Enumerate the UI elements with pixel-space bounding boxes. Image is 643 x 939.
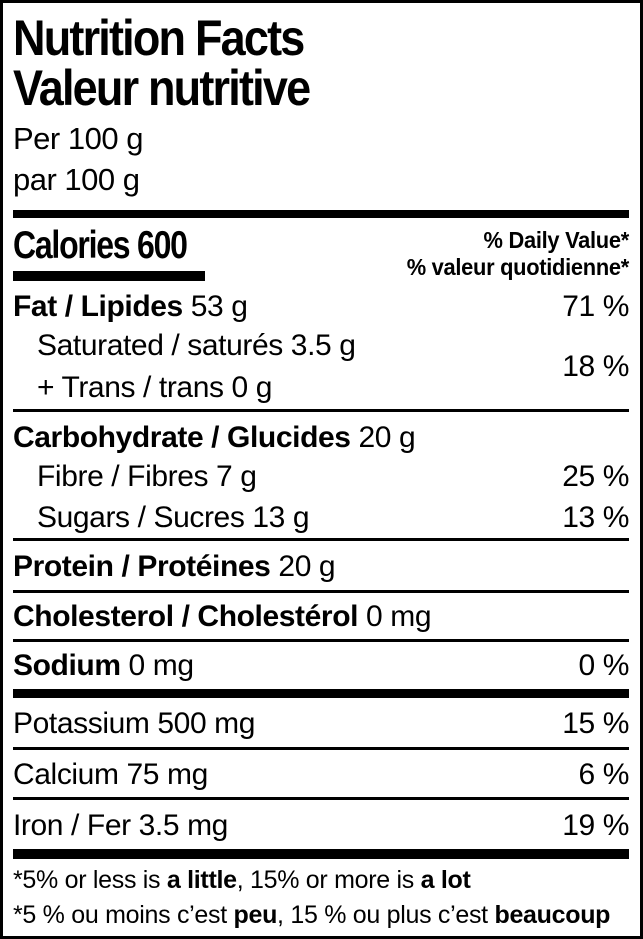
carbohydrate-amount: 20 g: [358, 421, 416, 454]
divider-thick-bottom: [13, 849, 629, 859]
footnote-fr-part2: , 15 % ou plus c’est: [277, 901, 495, 929]
carbohydrate-label: Carbohydrate / Glucides: [13, 421, 351, 454]
fat-amount: 53 g: [190, 290, 248, 323]
row-calcium: Calcium 75 mg 6 %: [13, 750, 629, 797]
serving-size-en: Per 100 g: [13, 121, 143, 156]
daily-value-header-en: % Daily Value*: [483, 227, 630, 253]
calcium-daily-value: 6 %: [578, 758, 630, 791]
fibre-label: Fibre / Fibres 7 g: [37, 460, 257, 493]
footnote-fr: *5 % ou moins c’est peu, 15 % ou plus c’…: [13, 898, 629, 933]
saturated-trans-lines: Saturated / saturés 3.5 g + Trans / tran…: [13, 325, 356, 409]
potassium-daily-value: 15 %: [562, 707, 629, 740]
saturated-trans-daily-value: 18 %: [562, 350, 629, 383]
fat-daily-value: 71 %: [562, 290, 629, 323]
row-protein: Protein / Protéines 20 g: [13, 541, 629, 590]
footnote-fr-part1: *5 % ou moins c’est: [13, 901, 234, 929]
sugars-label: Sugars / Sucres 13 g: [37, 501, 310, 534]
footnote-en-a-little: a little: [166, 866, 237, 894]
footnote-fr-beaucoup: beaucoup: [494, 901, 611, 929]
protein-amount: 20 g: [278, 550, 336, 583]
fat-label: Fat / Lipides: [13, 290, 183, 323]
divider-thin-2: [13, 538, 629, 541]
footnote-en: *5% or less is a little, 15% or more is …: [13, 863, 629, 898]
footnotes: *5% or less is a little, 15% or more is …: [13, 863, 629, 933]
row-potassium: Potassium 500 mg 15 %: [13, 698, 629, 747]
iron-daily-value: 19 %: [562, 809, 629, 842]
protein-label: Protein / Protéines: [13, 550, 271, 583]
footnote-en-part1: *5% or less is: [13, 866, 167, 894]
iron-label: Iron / Fer 3.5 mg: [13, 809, 228, 842]
cholesterol-amount: 0 mg: [366, 600, 432, 633]
cholesterol-label: Cholesterol / Cholestérol: [13, 600, 359, 633]
footnote-en-a-lot: a lot: [420, 866, 471, 894]
sodium-amount: 0 mg: [128, 649, 195, 682]
fibre-daily-value: 25 %: [562, 460, 629, 493]
potassium-label: Potassium 500 mg: [13, 707, 256, 740]
serving-size-fr: par 100 g: [13, 162, 140, 197]
saturated-label: Saturated / saturés 3.5 g: [37, 329, 356, 362]
sodium-label: Sodium: [13, 649, 121, 682]
divider-thick-middle: [13, 689, 629, 698]
footnote-fr-peu: peu: [233, 901, 278, 929]
calories-section: Calories 600 % Daily Value* % valeur quo…: [13, 224, 629, 281]
sodium-daily-value: 0 %: [578, 649, 630, 682]
divider-thin-1: [13, 409, 629, 412]
calcium-label: Calcium 75 mg: [13, 758, 208, 791]
row-fibre: Fibre / Fibres 7 g 25 %: [13, 456, 629, 497]
title-en: Nutrition Facts: [13, 10, 305, 66]
divider-thin-4: [13, 639, 629, 642]
calories-value: Calories 600: [13, 224, 188, 267]
daily-value-header-fr: % valeur quotidienne*: [406, 254, 630, 280]
row-sodium: Sodium 0 mg 0 %: [13, 642, 629, 689]
divider-thin-6: [13, 797, 629, 800]
divider-thin-3: [13, 590, 629, 593]
daily-value-header: % Daily Value* % valeur quotidienne*: [406, 224, 630, 281]
row-fat: Fat / Lipides 53 g 71 %: [13, 281, 629, 325]
calories-underline-bar: [13, 271, 205, 281]
footnote-en-part2: , 15% or more is: [236, 866, 421, 894]
calories-block: Calories 600: [13, 224, 225, 281]
sugars-daily-value: 13 %: [562, 501, 629, 534]
trans-label: + Trans / trans 0 g: [37, 371, 273, 404]
row-saturated-trans: Saturated / saturés 3.5 g + Trans / tran…: [13, 325, 629, 409]
divider-thin-5: [13, 747, 629, 750]
row-cholesterol: Cholesterol / Cholestérol 0 mg: [13, 593, 629, 639]
divider-thick-top: [13, 210, 629, 218]
row-carbohydrate: Carbohydrate / Glucides 20 g: [13, 412, 629, 456]
row-iron: Iron / Fer 3.5 mg 19 %: [13, 800, 629, 849]
title-fr: Valeur nutritive: [13, 60, 311, 116]
row-sugars: Sugars / Sucres 13 g 13 %: [13, 497, 629, 538]
